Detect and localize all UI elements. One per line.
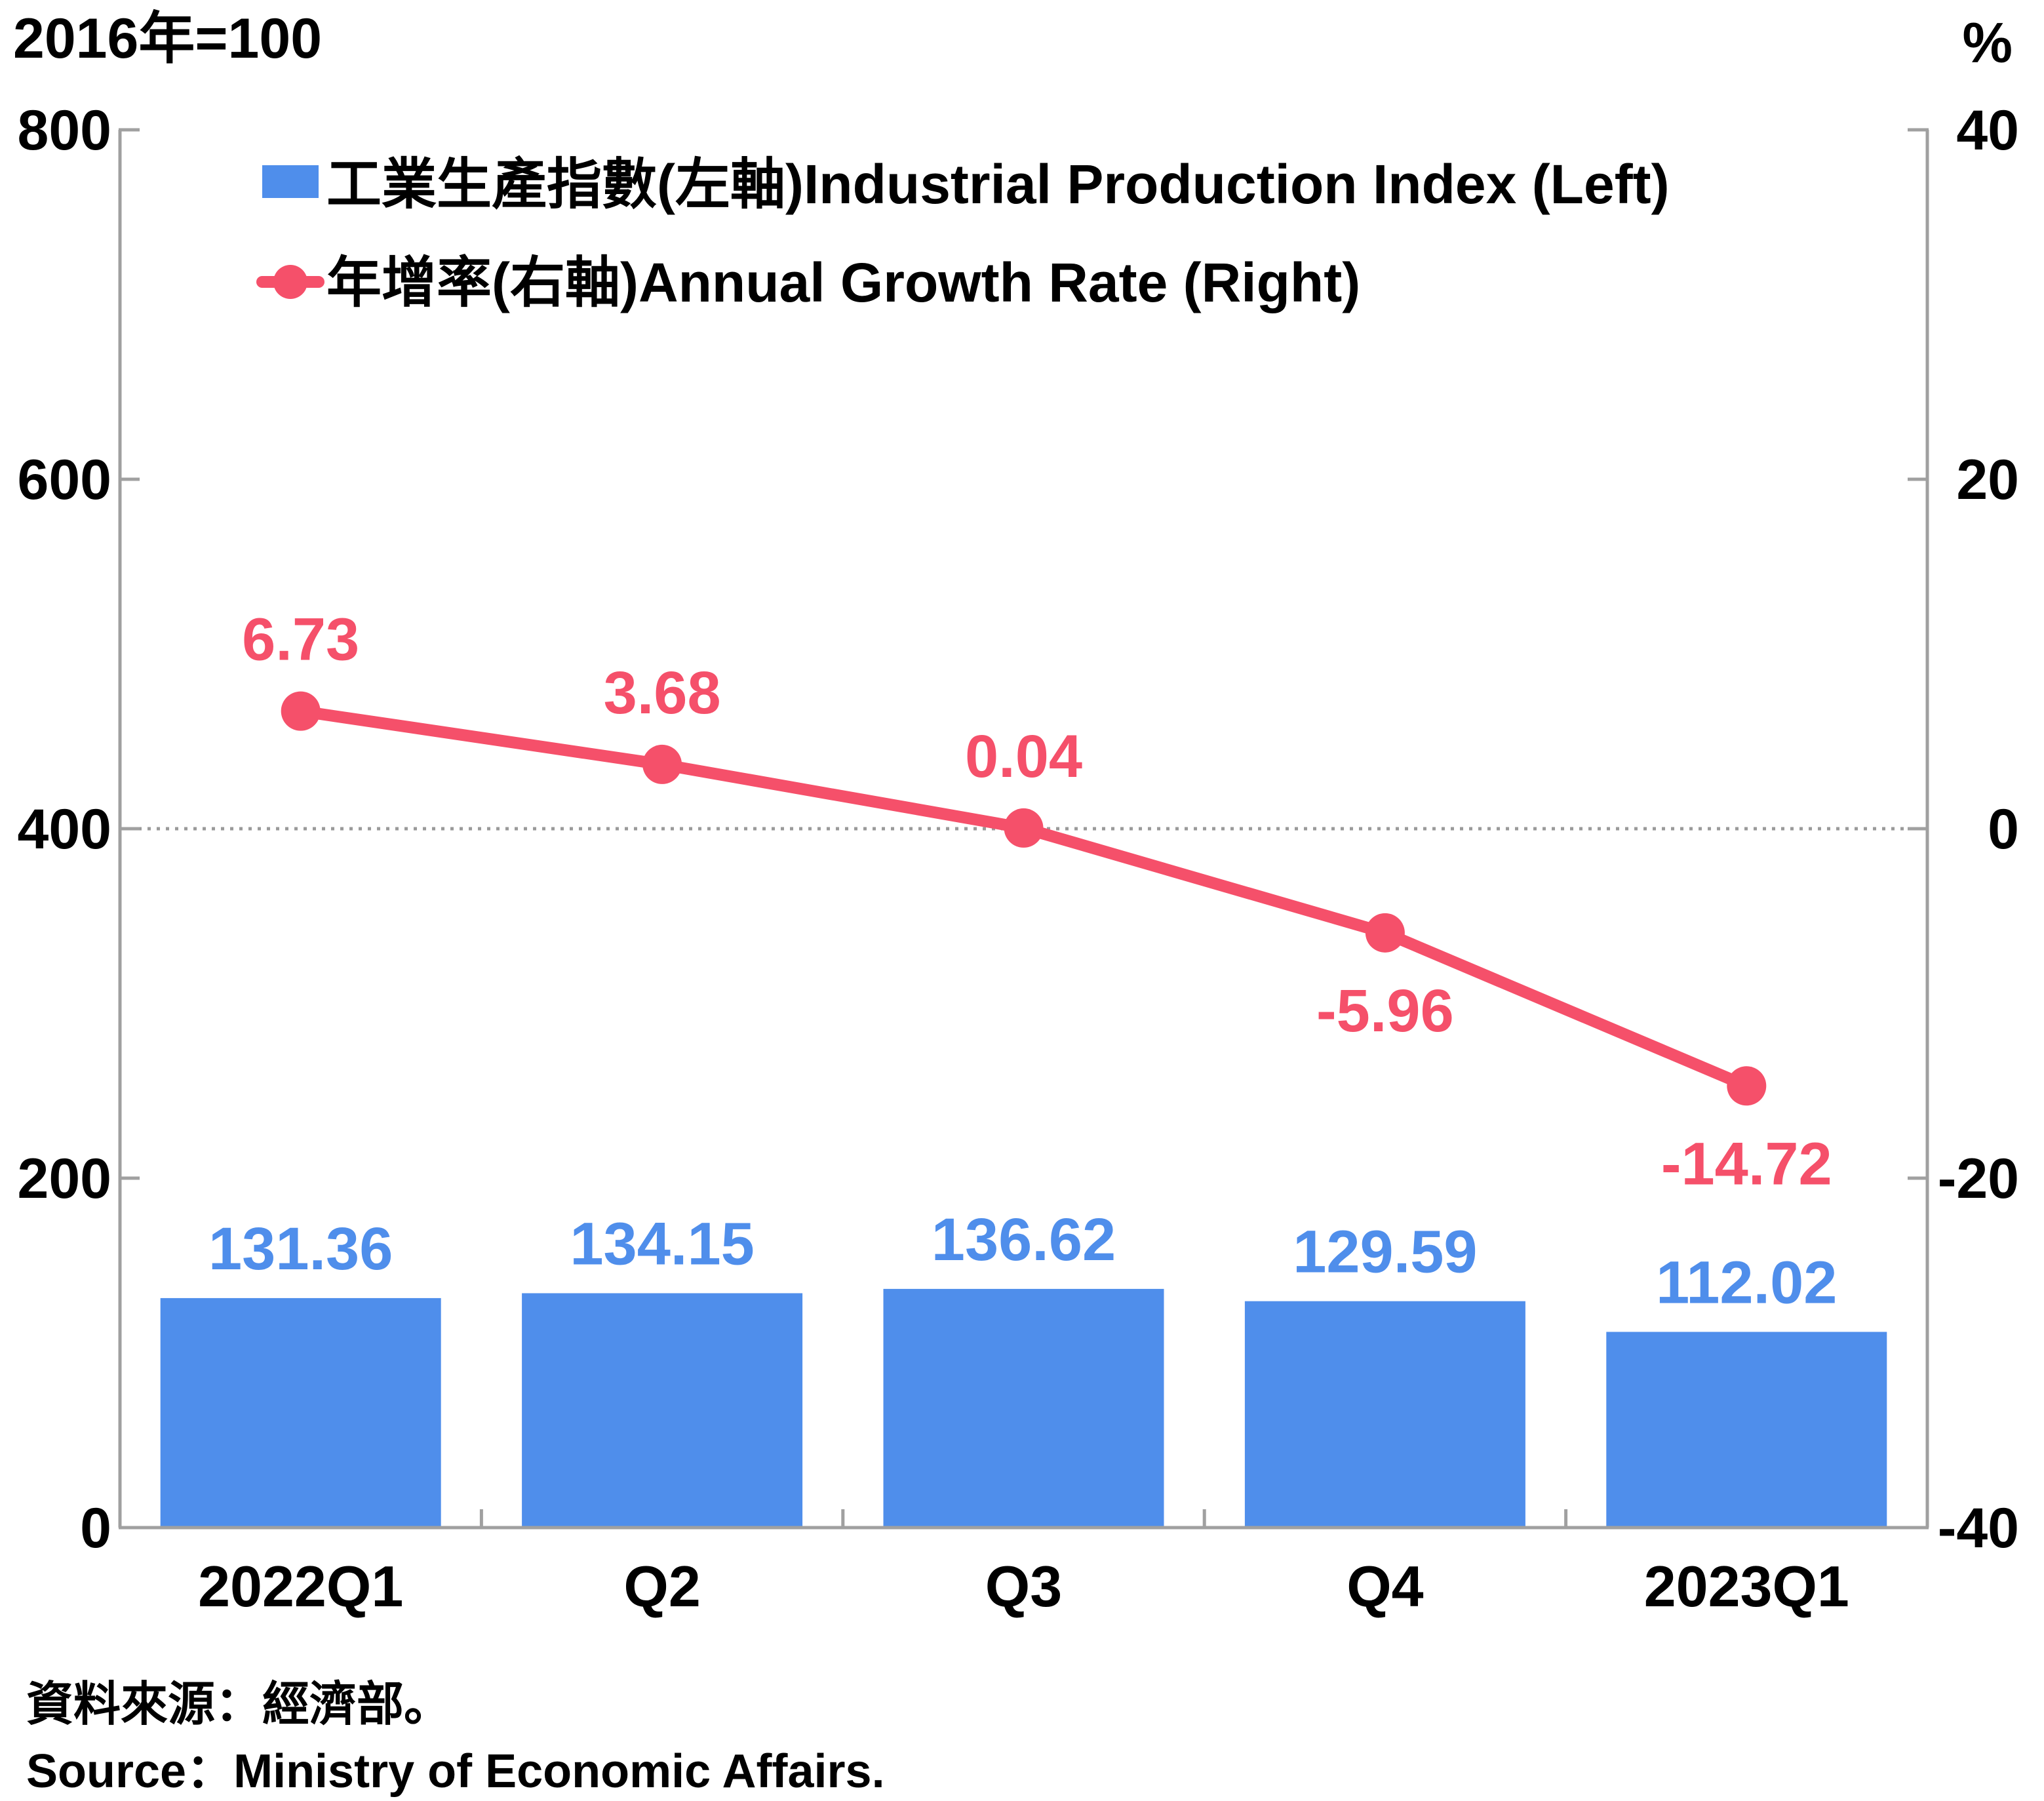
source-note-zh: 資料來源：經濟部。 (26, 1678, 452, 1731)
right-axis-title: % (1963, 12, 2013, 75)
left-tick-label-600: 600 (18, 448, 112, 511)
legend-line-label: 年增率(右軸)Annual Growth Rate (Right) (326, 252, 1360, 313)
right-tick-label-40: 40 (1956, 99, 2019, 162)
bar-3 (883, 1288, 1164, 1528)
x-tick-label-4: Q4 (1346, 1554, 1423, 1619)
source-note-en: Source：Ministry of Economic Affairs. (26, 1745, 885, 1798)
growth-rate-label-1: 6.73 (242, 606, 359, 673)
growth-rate-label-5: -14.72 (1661, 1130, 1832, 1197)
bar-5 (1606, 1332, 1887, 1528)
right-tick-label-20: 20 (1956, 448, 2019, 511)
bar-value-label-1: 131.36 (208, 1216, 393, 1282)
left-axis-title: 2016年=100 (13, 7, 322, 70)
legend-bar-label: 工業生產指數(左軸)Industrial Production Index (L… (326, 153, 1670, 215)
right-tick-label--40: -40 (1938, 1497, 2019, 1560)
x-tick-label-2: Q2 (623, 1554, 700, 1619)
right-tick-label-0: 0 (1988, 798, 2019, 861)
growth-rate-label-4: -5.96 (1316, 978, 1454, 1044)
bar-4 (1244, 1301, 1525, 1528)
legend-bar-swatch (262, 165, 319, 198)
left-tick-label-200: 200 (18, 1147, 112, 1210)
bar-2 (522, 1293, 803, 1528)
growth-rate-marker-4 (1365, 913, 1405, 953)
growth-rate-marker-2 (642, 744, 682, 784)
left-tick-label-0: 0 (80, 1497, 111, 1560)
growth-rate-marker-3 (1004, 808, 1044, 848)
growth-rate-label-2: 3.68 (604, 660, 721, 726)
right-tick-label--20: -20 (1938, 1147, 2019, 1210)
bar-1 (160, 1297, 441, 1528)
bar-value-label-5: 112.02 (1656, 1249, 1837, 1316)
x-tick-label-1: 2022Q1 (198, 1554, 403, 1619)
x-tick-label-5: 2023Q1 (1644, 1554, 1849, 1619)
left-tick-label-400: 400 (18, 798, 112, 861)
bar-value-label-3: 136.62 (932, 1206, 1116, 1273)
bar-value-label-2: 134.15 (570, 1210, 754, 1277)
bar-value-label-4: 129.59 (1293, 1219, 1477, 1286)
x-tick-label-3: Q3 (985, 1554, 1062, 1619)
growth-rate-marker-1 (281, 691, 321, 731)
left-tick-label-800: 800 (18, 99, 112, 162)
chart: 0 200 400 600 800 -40 -20 0 20 40 2022Q1 Q2 Q3 Q4 2023… (13, 7, 2019, 1619)
legend-line-marker (273, 265, 307, 299)
growth-rate-marker-5 (1727, 1066, 1767, 1106)
growth-rate-label-3: 0.04 (965, 723, 1082, 790)
